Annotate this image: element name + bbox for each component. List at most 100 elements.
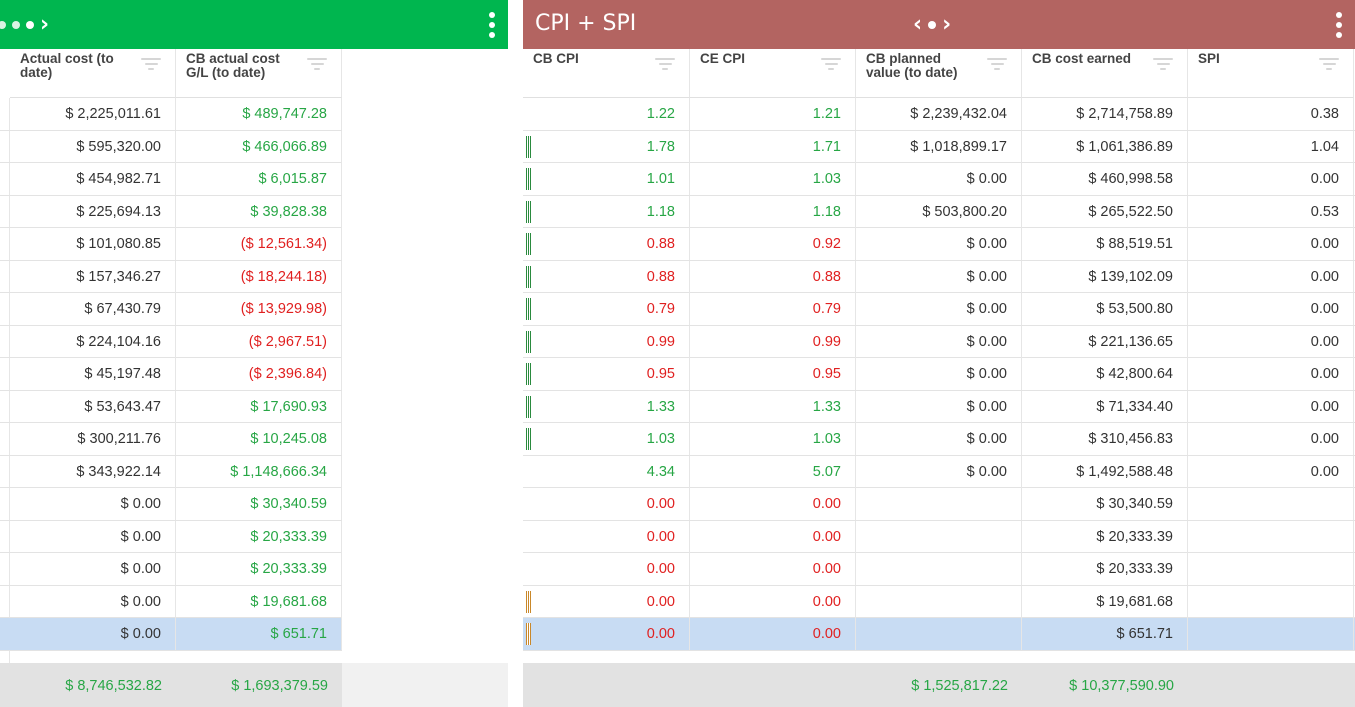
cell-cb-cost-earned: $ 651.71 <box>1022 618 1188 650</box>
total-cb-cost-earned: $ 10,377,590.90 <box>1069 678 1174 694</box>
table-row[interactable]: $ 45,197.48 ($ 2,396.84) <box>0 358 342 391</box>
filter-icon[interactable] <box>141 58 161 72</box>
table-row[interactable]: $ 595,320.00 $ 466,066.89 <box>0 130 342 163</box>
table-row[interactable]: $ 2,225,011.61 $ 489,747.28 <box>0 98 342 131</box>
column-header-label: CB CPI <box>533 51 579 66</box>
cell-cb-planned-value <box>856 553 1022 585</box>
cell-cb-planned-value: $ 1,018,899.17 <box>856 130 1022 163</box>
filter-icon[interactable] <box>307 58 327 72</box>
page-dot-icon[interactable] <box>12 21 20 29</box>
table-row[interactable]: 0.88 0.92 $ 0.00 $ 88,519.51 0.00 <box>523 228 1355 261</box>
cell-cb-cpi: 1.78 <box>523 130 690 163</box>
cell-cb-planned-value: $ 0.00 <box>856 163 1022 195</box>
page-dot-icon[interactable] <box>0 21 6 29</box>
column-header-cb-cost-earned[interactable]: CB cost earned <box>1022 49 1188 98</box>
cell-ce-cpi: 0.00 <box>690 585 856 618</box>
table-row[interactable]: $ 0.00 $ 30,340.59 <box>0 488 342 521</box>
menu-kebab-icon[interactable] <box>1334 12 1344 38</box>
cell-cb-actual-cost-gl: ($ 2,396.84) <box>176 358 342 390</box>
table-row[interactable]: $ 300,211.76 $ 10,245.08 <box>0 423 342 456</box>
table-row[interactable]: $ 53,643.47 $ 17,690.93 <box>0 390 342 423</box>
column-header-cb-cpi[interactable]: CB CPI <box>523 49 690 98</box>
cell-actual-cost: $ 595,320.00 <box>10 130 176 163</box>
table-row[interactable]: 0.95 0.95 $ 0.00 $ 42,800.64 0.00 <box>523 358 1355 391</box>
cell-cb-cost-earned: $ 2,714,758.89 <box>1022 98 1188 130</box>
cell-cb-actual-cost-gl: $ 6,015.87 <box>176 163 342 195</box>
cell-cb-actual-cost-gl: $ 489,747.28 <box>176 98 342 130</box>
cell-cb-actual-cost-gl: ($ 13,929.98) <box>176 293 342 325</box>
cell-cb-planned-value: $ 0.00 <box>856 293 1022 325</box>
page-dot-icon[interactable] <box>26 21 34 29</box>
table-row[interactable]: 0.00 0.00 $ 20,333.39 <box>523 553 1355 586</box>
table-row[interactable]: $ 67,430.79 ($ 13,929.98) <box>0 293 342 326</box>
cell-cb-actual-cost-gl: $ 10,245.08 <box>176 423 342 455</box>
filter-icon[interactable] <box>655 58 675 72</box>
cell-cb-cost-earned: $ 19,681.68 <box>1022 585 1188 618</box>
filter-icon[interactable] <box>821 58 841 72</box>
cell-cb-actual-cost-gl: $ 20,333.39 <box>176 520 342 553</box>
cell-spi: 0.00 <box>1188 228 1354 260</box>
table-row[interactable]: 0.00 0.00 $ 19,681.68 <box>523 585 1355 618</box>
column-divider <box>9 98 10 663</box>
cell-cb-planned-value: $ 2,239,432.04 <box>856 98 1022 130</box>
cell-cb-cost-earned: $ 30,340.59 <box>1022 488 1188 520</box>
row-marker-icon <box>526 135 531 158</box>
page-dot-icon[interactable] <box>928 21 937 29</box>
cell-cb-actual-cost-gl: $ 651.71 <box>176 618 342 650</box>
cell-ce-cpi: 0.92 <box>690 228 856 260</box>
cell-ce-cpi: 1.03 <box>690 423 856 455</box>
menu-kebab-icon[interactable] <box>487 12 497 38</box>
cell-cb-cpi: 1.18 <box>523 195 690 228</box>
table-row[interactable]: 0.99 0.99 $ 0.00 $ 221,136.65 0.00 <box>523 325 1355 358</box>
table-row[interactable]: 0.00 0.00 $ 30,340.59 <box>523 488 1355 521</box>
column-header-ce-cpi[interactable]: CE CPI <box>690 49 856 98</box>
table-row[interactable]: $ 0.00 $ 20,333.39 <box>0 553 342 586</box>
table-row[interactable]: 0.00 0.00 $ 651.71 <box>523 618 1355 651</box>
table-row[interactable]: $ 343,922.14 $ 1,148,666.34 <box>0 455 342 488</box>
table-row[interactable]: $ 225,694.13 $ 39,828.38 <box>0 195 342 228</box>
table-row[interactable]: $ 454,982.71 $ 6,015.87 <box>0 163 342 196</box>
column-header-cb-planned-value[interactable]: CB planned value (to date) <box>856 49 1022 98</box>
table-row[interactable]: 0.79 0.79 $ 0.00 $ 53,500.80 0.00 <box>523 293 1355 326</box>
cell-spi <box>1188 520 1354 553</box>
table-row[interactable]: 0.00 0.00 $ 20,333.39 <box>523 520 1355 553</box>
cell-spi: 0.00 <box>1188 260 1354 293</box>
table-row[interactable]: 4.34 5.07 $ 0.00 $ 1,492,588.48 0.00 <box>523 455 1355 488</box>
table-row[interactable]: 0.88 0.88 $ 0.00 $ 139,102.09 0.00 <box>523 260 1355 293</box>
chevron-right-icon[interactable]: › <box>40 12 50 37</box>
column-header-cb-actual-cost-gl[interactable]: CB actual cost G/L (to date) <box>176 49 342 98</box>
cell-cb-cost-earned: $ 20,333.39 <box>1022 553 1188 585</box>
cell-spi: 0.53 <box>1188 195 1354 228</box>
total-cb-actual-cost-gl: $ 1,693,379.59 <box>231 678 328 694</box>
cell-actual-cost: $ 224,104.16 <box>10 325 176 358</box>
cell-ce-cpi: 5.07 <box>690 455 856 488</box>
cell-cb-planned-value: $ 0.00 <box>856 325 1022 358</box>
table-row[interactable]: $ 157,346.27 ($ 18,244.18) <box>0 260 342 293</box>
cell-cb-actual-cost-gl: $ 19,681.68 <box>176 585 342 618</box>
filter-icon[interactable] <box>1153 58 1173 72</box>
row-marker-icon <box>526 428 531 450</box>
table-row[interactable]: $ 0.00 $ 20,333.39 <box>0 520 342 553</box>
totals-empty-area <box>342 663 508 707</box>
filter-icon[interactable] <box>1319 58 1339 72</box>
cell-cb-cpi: 0.88 <box>523 228 690 260</box>
cell-cb-cost-earned: $ 221,136.65 <box>1022 325 1188 358</box>
table-row[interactable]: 1.03 1.03 $ 0.00 $ 310,456.83 0.00 <box>523 423 1355 456</box>
table-row[interactable]: $ 224,104.16 ($ 2,967.51) <box>0 325 342 358</box>
cell-cb-cpi: 0.95 <box>523 358 690 390</box>
column-header-actual-cost[interactable]: Actual cost (to date) <box>10 49 176 98</box>
cell-spi <box>1188 488 1354 520</box>
table-row[interactable]: 1.18 1.18 $ 503,800.20 $ 265,522.50 0.53 <box>523 195 1355 228</box>
table-row[interactable]: 1.22 1.21 $ 2,239,432.04 $ 2,714,758.89 0.38 <box>523 98 1355 131</box>
table-row[interactable]: $ 0.00 $ 19,681.68 <box>0 585 342 618</box>
table-row[interactable]: 1.78 1.71 $ 1,018,899.17 $ 1,061,386.89 1.04 <box>523 130 1355 163</box>
totals-row: $ 8,746,532.82 $ 1,693,379.59 <box>0 663 342 707</box>
table-row[interactable]: $ 101,080.85 ($ 12,561.34) <box>0 228 342 261</box>
table-row[interactable]: 1.33 1.33 $ 0.00 $ 71,334.40 0.00 <box>523 390 1355 423</box>
table-row[interactable]: $ 0.00 $ 651.71 <box>0 618 342 651</box>
chevron-left-icon[interactable]: ‹ <box>913 12 923 37</box>
table-row[interactable]: 1.01 1.03 $ 0.00 $ 460,998.58 0.00 <box>523 163 1355 196</box>
chevron-right-icon[interactable]: › <box>942 12 952 37</box>
column-header-spi[interactable]: SPI <box>1188 49 1354 98</box>
filter-icon[interactable] <box>987 58 1007 72</box>
